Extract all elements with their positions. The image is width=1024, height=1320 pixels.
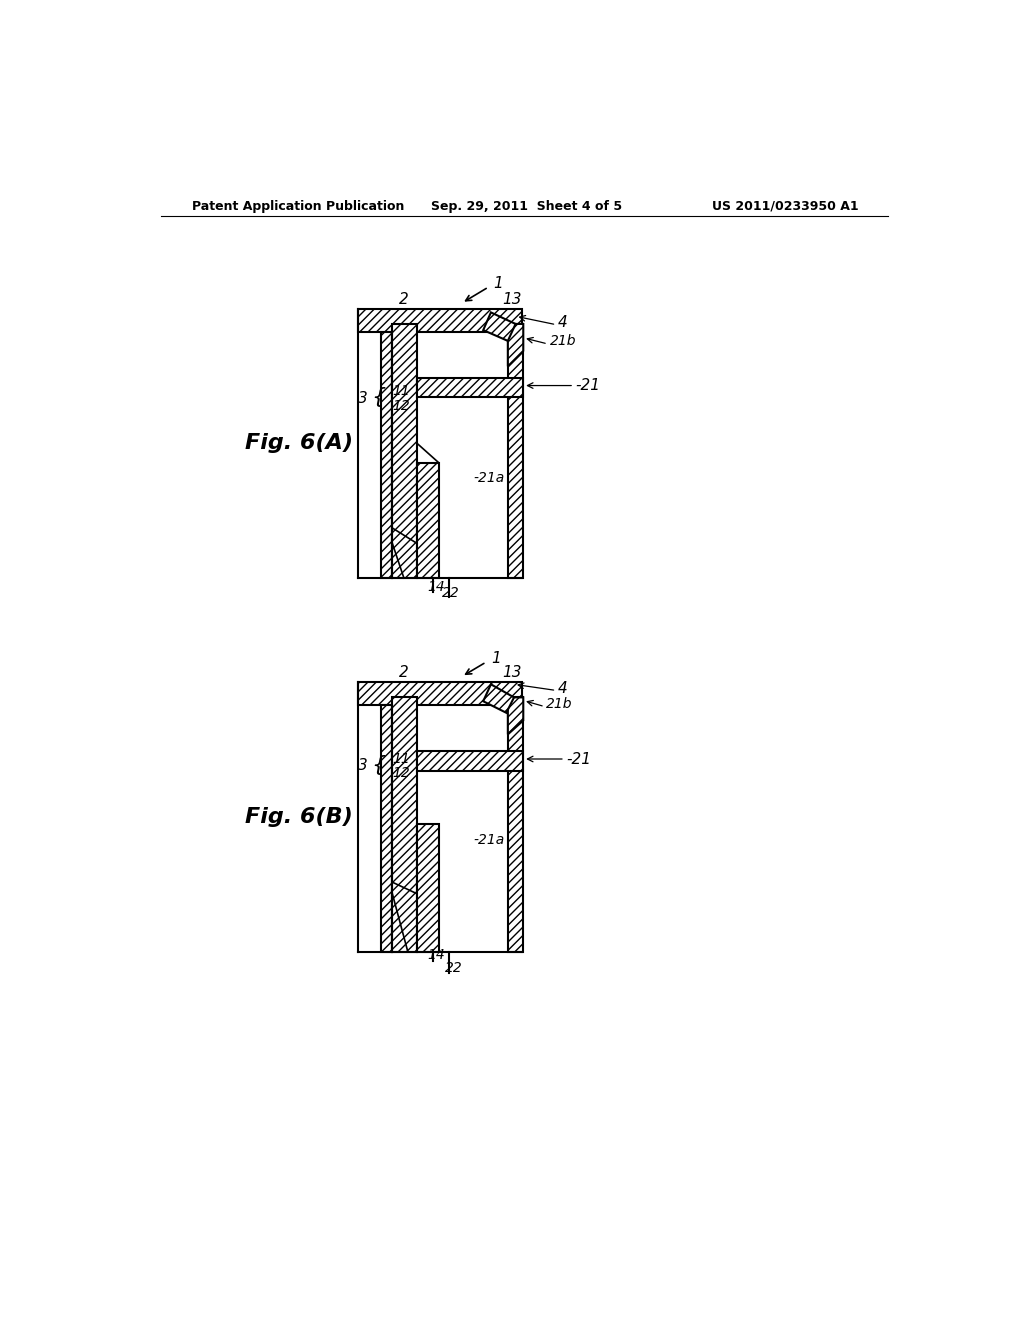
Text: 13: 13 [502,292,521,306]
Polygon shape [483,313,515,341]
Text: Patent Application Publication: Patent Application Publication [193,199,404,213]
Text: Fig. 6(B): Fig. 6(B) [245,807,352,826]
Text: Fig. 6(A): Fig. 6(A) [245,433,352,453]
Bar [508,697,523,952]
Text: 2: 2 [399,292,409,306]
Bar [381,705,392,952]
Text: 14: 14 [427,948,444,962]
Text: 22: 22 [444,961,463,975]
Text: 2: 2 [399,665,409,680]
Bar [357,309,521,331]
Bar [381,331,392,578]
Text: {: { [372,387,386,407]
Bar [392,323,417,578]
Text: 13: 13 [502,665,521,680]
Text: 12: 12 [392,766,410,780]
Bar [417,378,523,397]
Text: 11: 11 [392,384,410,397]
Polygon shape [417,462,438,578]
Polygon shape [417,825,438,952]
Polygon shape [508,697,523,734]
Text: {: { [372,755,386,775]
Text: -21a: -21a [473,471,505,484]
Text: 11: 11 [392,752,410,766]
Text: 4: 4 [558,681,567,696]
Text: 3: 3 [358,759,368,774]
Text: 22: 22 [442,586,460,601]
Text: Sep. 29, 2011  Sheet 4 of 5: Sep. 29, 2011 Sheet 4 of 5 [431,199,622,213]
Text: -21: -21 [566,751,592,767]
Text: 1: 1 [492,651,501,667]
Polygon shape [483,684,514,713]
Text: -21: -21 [575,378,601,393]
Text: 12: 12 [392,399,410,413]
Text: 21b: 21b [547,697,572,710]
Text: 4: 4 [558,315,567,330]
Text: 3: 3 [358,391,368,407]
Text: US 2011/0233950 A1: US 2011/0233950 A1 [712,199,858,213]
Text: 1: 1 [494,276,504,292]
Text: 21b: 21b [550,334,577,348]
Text: 14: 14 [427,581,444,594]
Text: -21a: -21a [473,833,505,847]
Bar [392,697,417,952]
Bar [417,751,523,771]
Bar [508,323,523,578]
Polygon shape [508,323,523,367]
Bar [357,682,521,705]
